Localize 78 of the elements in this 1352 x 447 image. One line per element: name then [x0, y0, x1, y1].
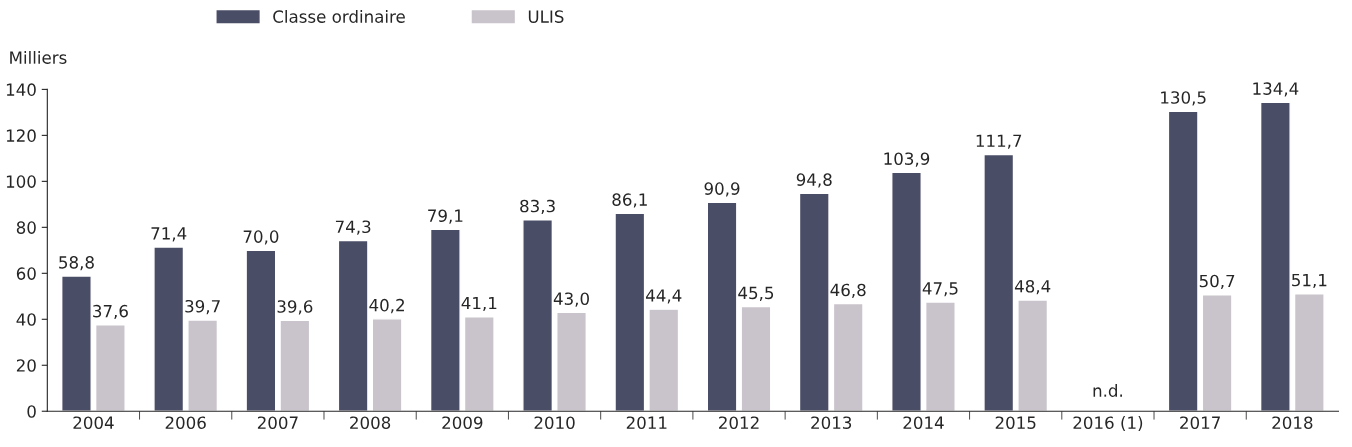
bar — [187, 319, 219, 412]
bar — [706, 201, 738, 412]
data-label: 47,5 — [922, 282, 958, 297]
bar — [924, 301, 956, 412]
bar — [153, 246, 185, 412]
data-label: 45,5 — [738, 286, 774, 301]
data-label: 70,0 — [243, 230, 279, 245]
bar — [832, 302, 864, 412]
data-label: 39,7 — [185, 299, 220, 315]
bar — [556, 311, 587, 412]
x-tick-label: 2018 — [1272, 416, 1313, 429]
y-axis-title: Milliers — [10, 50, 67, 64]
data-label: 46,8 — [830, 283, 866, 298]
x-tick-label: 2012 — [719, 416, 759, 429]
bar — [740, 305, 772, 412]
bar — [463, 316, 495, 412]
x-tick-label: 2017 — [1180, 416, 1220, 429]
data-label: 44,4 — [646, 289, 682, 304]
x-tick-label: 2016 (1) — [1073, 416, 1143, 431]
x-tick-label: 2014 — [903, 416, 944, 429]
bar — [429, 228, 461, 412]
y-tick-label: 40 — [16, 313, 36, 326]
bar — [245, 249, 277, 412]
data-label: 86,1 — [612, 193, 647, 208]
data-label: 79,1 — [428, 209, 463, 224]
bar — [94, 324, 126, 412]
data-label: 37,6 — [93, 304, 128, 320]
data-label: 41,1 — [461, 296, 497, 312]
y-tick-label: 60 — [16, 267, 36, 280]
y-tick-label: 20 — [16, 359, 36, 372]
legend-label: Classe ordinaire — [273, 9, 405, 23]
bar — [983, 153, 1015, 412]
data-label: 58,8 — [59, 256, 94, 271]
bar — [614, 212, 646, 412]
bar — [1017, 299, 1049, 412]
bar — [1201, 293, 1233, 412]
annotation: n.d. — [1093, 384, 1122, 397]
y-tick-label: 0 — [27, 405, 36, 418]
data-label: 40,2 — [369, 298, 404, 314]
x-tick-label: 2008 — [350, 416, 391, 429]
y-tick-label: 120 — [6, 129, 36, 142]
data-label: 103,9 — [884, 152, 930, 167]
data-label: 43,0 — [553, 292, 589, 307]
bar — [648, 308, 680, 412]
data-label: 94,8 — [796, 173, 832, 188]
y-tick-label: 80 — [16, 221, 36, 234]
x-tick-label: 2013 — [811, 416, 852, 429]
bar — [1259, 101, 1291, 412]
data-label: 130,5 — [1161, 91, 1206, 106]
data-label: 134,4 — [1253, 82, 1299, 97]
x-tick-label: 2004 — [73, 416, 114, 429]
bar — [1293, 293, 1325, 412]
x-tick-label: 2006 — [165, 416, 206, 429]
bar — [798, 192, 830, 412]
data-label: 83,3 — [520, 199, 555, 215]
legend-label: ULIS — [528, 10, 564, 23]
y-tick-label: 140 — [6, 83, 36, 96]
bar — [1167, 110, 1199, 412]
x-tick-label: 2011 — [626, 416, 667, 429]
bar — [61, 275, 92, 412]
bar — [371, 318, 403, 412]
x-tick-label: 2010 — [534, 416, 575, 429]
data-label: 39,6 — [277, 300, 313, 315]
data-label: 50,7 — [1199, 274, 1235, 289]
bar — [891, 171, 922, 412]
bar — [337, 239, 369, 412]
data-label: 74,3 — [335, 220, 371, 235]
x-tick-label: 2009 — [442, 416, 483, 429]
data-label: 90,9 — [704, 182, 740, 197]
data-label: 51,1 — [1292, 273, 1327, 289]
data-label: 111,7 — [976, 134, 1022, 149]
x-tick-label: 2007 — [257, 416, 298, 429]
x-tick-label: 2015 — [995, 416, 1036, 429]
data-label: 71,4 — [151, 227, 187, 242]
bar — [279, 319, 311, 412]
y-tick-label: 100 — [6, 175, 36, 188]
bar — [522, 219, 554, 412]
data-label: 48,4 — [1014, 279, 1051, 295]
